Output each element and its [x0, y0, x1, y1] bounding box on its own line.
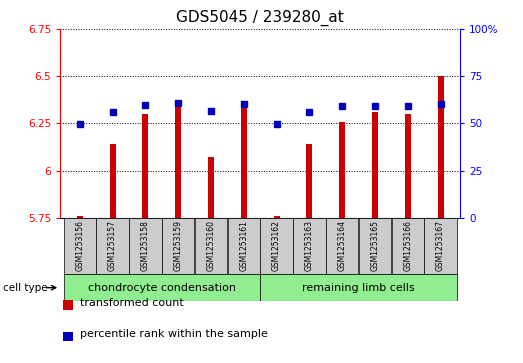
FancyBboxPatch shape — [162, 219, 195, 273]
FancyBboxPatch shape — [359, 219, 391, 273]
FancyBboxPatch shape — [64, 219, 96, 273]
Text: GSM1253159: GSM1253159 — [174, 220, 183, 272]
Bar — [306, 144, 312, 218]
Bar — [339, 122, 345, 218]
Text: remaining limb cells: remaining limb cells — [302, 283, 415, 293]
FancyBboxPatch shape — [424, 219, 457, 273]
Bar — [208, 158, 214, 218]
Text: GSM1253160: GSM1253160 — [207, 220, 215, 272]
Bar — [274, 216, 279, 218]
FancyBboxPatch shape — [293, 219, 325, 273]
Bar — [142, 114, 149, 218]
FancyBboxPatch shape — [129, 219, 162, 273]
Text: GSM1253167: GSM1253167 — [436, 220, 445, 272]
Text: GSM1253166: GSM1253166 — [403, 220, 412, 272]
Bar — [372, 112, 378, 218]
Text: GSM1253156: GSM1253156 — [75, 220, 84, 272]
Text: GSM1253165: GSM1253165 — [370, 220, 380, 272]
FancyBboxPatch shape — [64, 274, 260, 301]
Text: GSM1253164: GSM1253164 — [338, 220, 347, 272]
Bar — [63, 332, 73, 341]
FancyBboxPatch shape — [392, 219, 424, 273]
FancyBboxPatch shape — [195, 219, 227, 273]
FancyBboxPatch shape — [260, 274, 457, 301]
Text: GSM1253161: GSM1253161 — [240, 220, 248, 272]
Text: chondrocyte condensation: chondrocyte condensation — [88, 283, 236, 293]
Bar — [241, 103, 247, 218]
Text: GSM1253157: GSM1253157 — [108, 220, 117, 272]
FancyBboxPatch shape — [260, 219, 293, 273]
Title: GDS5045 / 239280_at: GDS5045 / 239280_at — [176, 10, 344, 26]
Bar — [63, 301, 73, 310]
FancyBboxPatch shape — [96, 219, 129, 273]
FancyBboxPatch shape — [228, 219, 260, 273]
Text: cell type: cell type — [3, 283, 47, 293]
Text: GSM1253163: GSM1253163 — [305, 220, 314, 272]
Text: transformed count: transformed count — [80, 298, 184, 308]
Bar — [438, 76, 444, 218]
Text: percentile rank within the sample: percentile rank within the sample — [80, 329, 268, 339]
Bar — [405, 114, 411, 218]
Bar — [175, 101, 181, 218]
Text: GSM1253158: GSM1253158 — [141, 220, 150, 272]
Bar — [110, 144, 116, 218]
Bar — [77, 216, 83, 218]
Text: GSM1253162: GSM1253162 — [272, 220, 281, 272]
FancyBboxPatch shape — [326, 219, 358, 273]
